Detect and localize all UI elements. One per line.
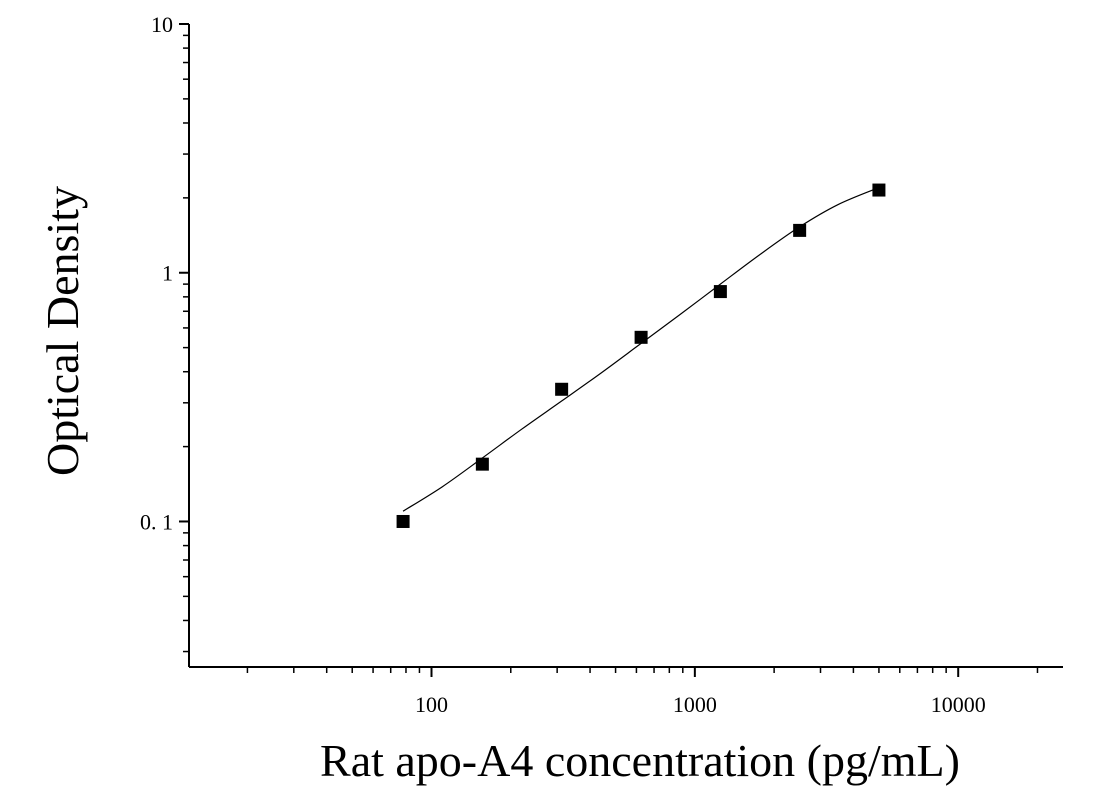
data-point [396, 514, 410, 528]
x-tick-label: 10000 [931, 692, 986, 717]
fit-curve [402, 187, 880, 512]
data-point [475, 457, 489, 471]
data-point [793, 223, 807, 237]
major-ticks [179, 23, 960, 677]
data-point [872, 183, 886, 197]
y-tick-label: 0. 1 [140, 509, 173, 534]
data-points [396, 183, 886, 528]
x-axis-title: Rat apo-A4 concentration (pg/mL) [320, 735, 960, 786]
data-point [555, 382, 569, 396]
x-tick-label: 1000 [673, 692, 717, 717]
fit-curve-line [402, 187, 880, 512]
y-axis-title: Optical Density [37, 186, 88, 476]
data-point [634, 330, 648, 344]
data-point [713, 285, 727, 299]
y-tick-labels: 0. 1 1 10 [140, 12, 173, 534]
minor-ticks [183, 34, 1039, 673]
y-tick-label: 10 [151, 12, 173, 37]
x-tick-labels: 100 1000 10000 [415, 692, 986, 717]
x-tick-label: 100 [415, 692, 448, 717]
y-tick-label: 1 [162, 261, 173, 286]
